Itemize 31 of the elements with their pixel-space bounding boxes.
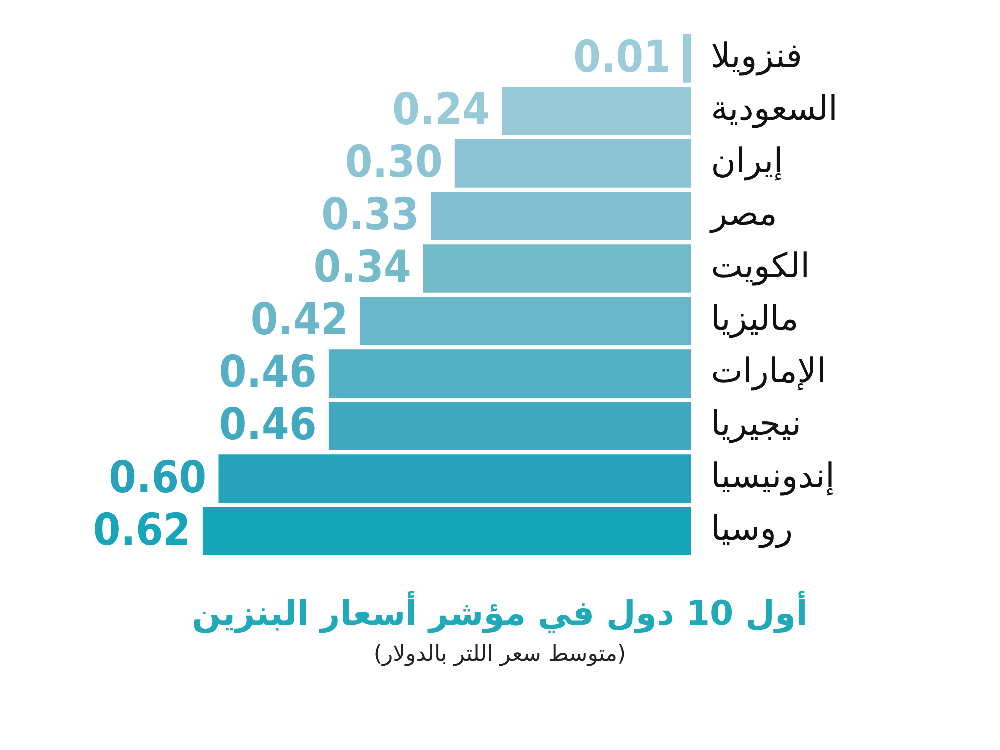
y-tick-label: روسيا bbox=[711, 509, 794, 550]
data-label: 0.62 bbox=[93, 504, 191, 556]
data-label: 0.01 bbox=[574, 32, 672, 84]
bar bbox=[423, 244, 692, 293]
bar bbox=[328, 350, 692, 398]
y-tick-label: نيجيريا bbox=[711, 404, 802, 444]
text: (متوسط سعر اللتر بالدولار) bbox=[372, 642, 628, 667]
bar bbox=[360, 297, 692, 346]
data-label: 0.30 bbox=[345, 137, 443, 188]
bar bbox=[683, 34, 692, 83]
y-tick-label: ماليزيا bbox=[711, 299, 799, 340]
data-label: 0.46 bbox=[219, 400, 317, 451]
y-tick-label: مصر bbox=[709, 194, 778, 234]
y-tick-label: الإمارات bbox=[711, 352, 826, 392]
y-tick-label: فنزويلا bbox=[711, 36, 803, 76]
data-label: 0.42 bbox=[250, 294, 348, 346]
data-label: 0.34 bbox=[314, 242, 412, 294]
data-label: 0.33 bbox=[322, 190, 420, 241]
data-label: 0.46 bbox=[219, 347, 317, 398]
bar bbox=[328, 402, 692, 450]
bar bbox=[431, 192, 692, 240]
bar bbox=[454, 140, 692, 188]
data-label: 0.24 bbox=[392, 84, 490, 136]
bar bbox=[218, 454, 692, 503]
y-tick-label: السعودية bbox=[711, 89, 838, 130]
bar bbox=[502, 87, 692, 136]
y-tick-label: إندونيسيا bbox=[711, 456, 835, 497]
data-label: 0.60 bbox=[109, 452, 207, 504]
y-tick-label: إيران bbox=[711, 142, 784, 182]
y-tick-label: الكويت bbox=[711, 246, 810, 287]
bar bbox=[202, 507, 692, 556]
